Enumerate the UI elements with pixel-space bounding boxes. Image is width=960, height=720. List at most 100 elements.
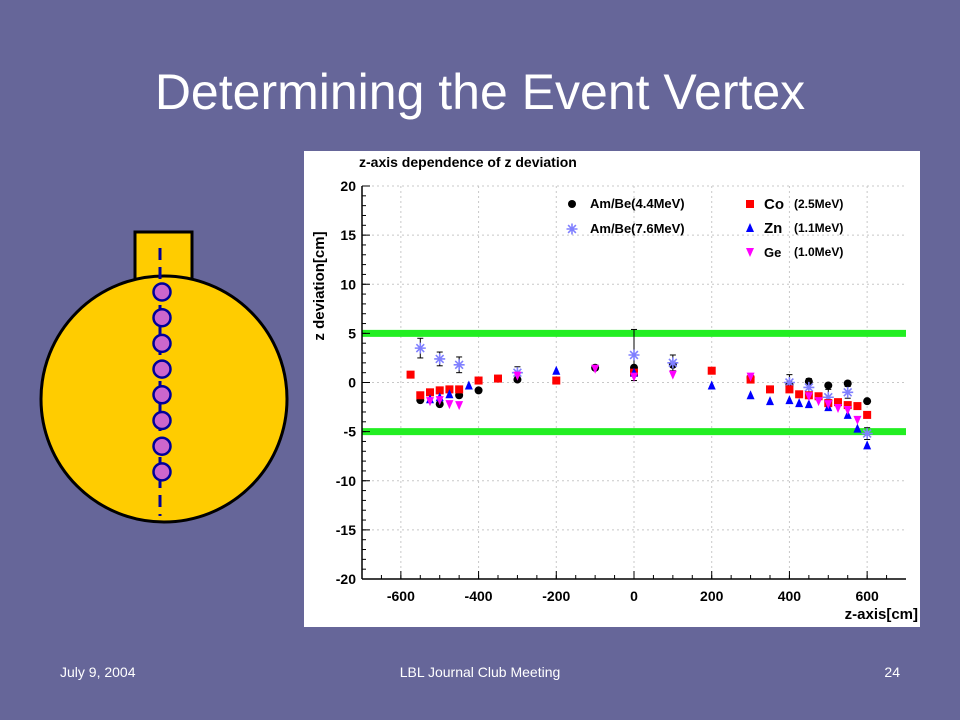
data-point bbox=[746, 372, 755, 382]
data-point bbox=[707, 366, 716, 375]
x-tick-label: 0 bbox=[630, 588, 638, 604]
series-square bbox=[406, 366, 872, 419]
source-position-marker bbox=[152, 410, 172, 431]
data-point bbox=[552, 376, 561, 385]
data-point bbox=[795, 398, 804, 408]
chart-panel: z-axis dependence of z deviation -600 -40… bbox=[304, 151, 920, 627]
y-tick-label: 0 bbox=[348, 375, 356, 391]
data-point bbox=[552, 365, 561, 375]
detector-diagram bbox=[39, 230, 289, 524]
source-position-marker bbox=[152, 359, 172, 379]
data-point bbox=[853, 402, 862, 411]
data-point bbox=[834, 398, 842, 407]
data-point bbox=[842, 386, 854, 398]
source-position-marker bbox=[152, 385, 172, 405]
y-tick-label: 5 bbox=[348, 325, 356, 341]
data-point bbox=[414, 342, 426, 354]
chart-legend: Am/Be(4.4MeV) Am/Be(7.6MeV) Co (2.5MeV) Zn (1… bbox=[566, 196, 843, 260]
data-point bbox=[843, 401, 852, 410]
data-point bbox=[785, 385, 794, 394]
y-tick-label: 15 bbox=[340, 227, 356, 243]
legend-energy: (1.0MeV) bbox=[794, 245, 843, 259]
x-tick-label: 200 bbox=[700, 588, 724, 604]
data-point bbox=[785, 395, 794, 405]
y-tick-label: -15 bbox=[336, 522, 356, 538]
data-point bbox=[628, 349, 640, 361]
x-tick-label: -600 bbox=[387, 588, 415, 604]
y-tick-label: -5 bbox=[344, 424, 357, 440]
legend-element: Co bbox=[764, 196, 784, 213]
data-point bbox=[474, 376, 483, 385]
source-position-marker bbox=[152, 333, 172, 354]
footer-page-number: 24 bbox=[884, 664, 900, 680]
x-tick-label: -200 bbox=[542, 588, 570, 604]
source-markers bbox=[152, 282, 172, 482]
data-point bbox=[853, 415, 862, 425]
data-point bbox=[861, 428, 873, 440]
legend-energy: (1.1MeV) bbox=[794, 221, 843, 235]
data-point bbox=[803, 381, 815, 393]
data-point bbox=[795, 390, 804, 399]
legend-symbol bbox=[746, 223, 754, 232]
legend-symbol bbox=[566, 223, 578, 235]
legend-label: Am/Be(4.4MeV) bbox=[590, 196, 685, 211]
y-tick-label: 20 bbox=[340, 178, 356, 194]
data-point bbox=[426, 397, 434, 407]
source-position-marker bbox=[152, 462, 172, 482]
data-point bbox=[822, 391, 834, 403]
data-point bbox=[453, 359, 465, 371]
data-point bbox=[814, 392, 823, 401]
detector-chimney bbox=[133, 230, 194, 282]
data-point bbox=[804, 392, 813, 402]
data-point bbox=[863, 410, 872, 419]
tick-labels: -600 -400 -200 0 200 400 600 20 15 10 5 0 -5 -10 -15 -2… bbox=[336, 178, 879, 604]
data-point bbox=[435, 386, 444, 395]
data-point bbox=[435, 396, 444, 406]
data-point bbox=[804, 399, 813, 409]
data-point bbox=[863, 397, 872, 406]
data-point bbox=[406, 370, 415, 379]
data-point bbox=[445, 389, 454, 399]
x-tick-label: -400 bbox=[465, 588, 493, 604]
slide-title: Determining the Event Vertex bbox=[154, 64, 806, 120]
legend-element: Zn bbox=[764, 220, 782, 237]
y-tick-label: 10 bbox=[340, 276, 356, 292]
data-point bbox=[630, 372, 638, 382]
data-point bbox=[843, 406, 852, 416]
data-point bbox=[766, 385, 774, 394]
series-triangle-down bbox=[426, 364, 862, 425]
data-point bbox=[445, 400, 454, 410]
data-point bbox=[455, 401, 464, 411]
data-point bbox=[783, 377, 795, 388]
data-point bbox=[667, 357, 679, 369]
data-points bbox=[406, 328, 873, 450]
legend-energy: (2.5MeV) bbox=[794, 197, 843, 211]
footer-meeting: LBL Journal Club Meeting bbox=[399, 664, 561, 680]
axes bbox=[361, 185, 906, 580]
data-point bbox=[843, 379, 852, 388]
data-point bbox=[824, 381, 833, 390]
data-point bbox=[834, 404, 842, 414]
data-point bbox=[426, 388, 434, 397]
data-point bbox=[455, 385, 464, 394]
data-point bbox=[464, 380, 473, 390]
legend-element: Ge bbox=[764, 245, 781, 260]
data-point bbox=[853, 423, 862, 433]
legend-symbol bbox=[746, 200, 754, 208]
x-axis-label: z-axis[cm] bbox=[845, 606, 918, 623]
source-position-marker bbox=[152, 282, 172, 302]
data-point bbox=[494, 374, 502, 383]
x-tick-label: 400 bbox=[778, 588, 802, 604]
data-point bbox=[474, 386, 483, 395]
y-axis-label: z deviation[cm] bbox=[311, 231, 328, 340]
chart-title: z-axis dependence of z deviation bbox=[359, 154, 577, 170]
y-tick-label: -10 bbox=[336, 473, 356, 489]
data-point bbox=[824, 400, 833, 410]
data-point bbox=[766, 396, 774, 406]
data-point bbox=[863, 440, 872, 450]
y-tick-label: -20 bbox=[336, 571, 356, 587]
legend-symbol bbox=[568, 200, 576, 208]
data-point bbox=[746, 390, 755, 400]
legend-symbol bbox=[746, 248, 754, 257]
data-point bbox=[707, 380, 716, 390]
